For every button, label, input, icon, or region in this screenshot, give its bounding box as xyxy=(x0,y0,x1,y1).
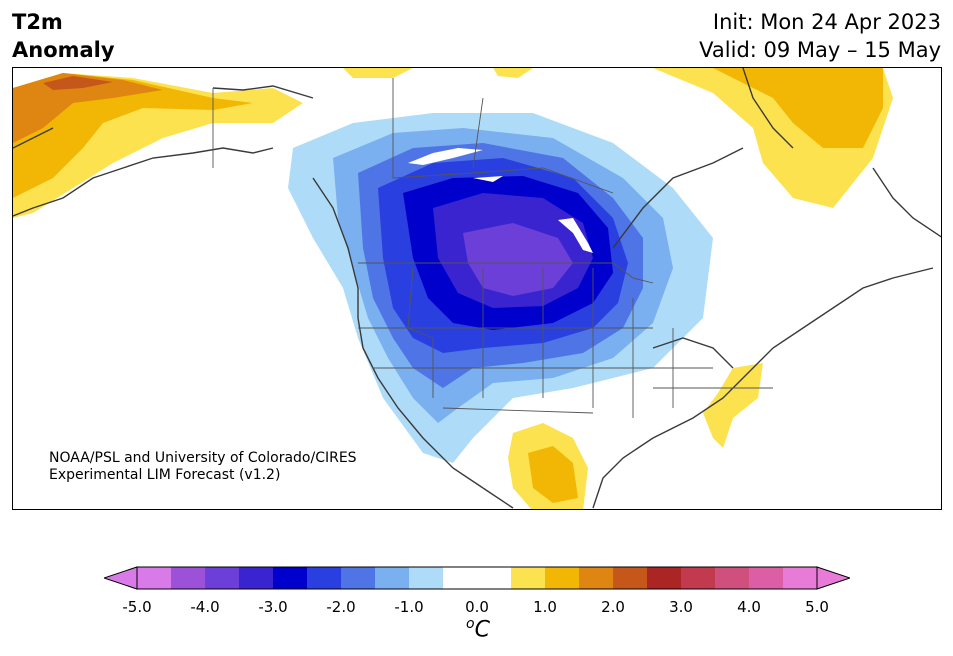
colorbar-tick: 1.0 xyxy=(533,598,557,616)
credit-line-2: Experimental LIM Forecast (v1.2) xyxy=(49,467,281,483)
variable-name: T2m xyxy=(12,10,63,34)
colorbar-segment xyxy=(579,567,614,589)
colorbar-tick: 0.0 xyxy=(465,598,489,616)
colorbar-segment xyxy=(477,567,512,589)
colorbar-segment xyxy=(409,567,444,589)
alaska-warm-core xyxy=(13,73,253,198)
colorbar-segment xyxy=(137,567,172,589)
colorbar-segment xyxy=(443,567,478,589)
degree-sign: o xyxy=(466,616,475,632)
greenland-warm-core xyxy=(713,68,883,148)
forecast-dates: Init: Mon 24 Apr 2023 Valid: 09 May – 15… xyxy=(699,8,941,64)
lake-winnipeg xyxy=(558,218,593,253)
attribution: NOAA/PSL and University of Colorado/CIRE… xyxy=(49,450,357,484)
lake-athabasca xyxy=(473,176,503,182)
great-slave-lake xyxy=(408,148,483,165)
init-date: Init: Mon 24 Apr 2023 xyxy=(712,10,941,34)
colorbar-segment xyxy=(749,567,784,589)
colorbar-tick: -4.0 xyxy=(190,598,220,616)
map-canvas xyxy=(13,68,941,509)
valid-range: Valid: 09 May – 15 May xyxy=(699,38,941,62)
colorbar-over-arrow xyxy=(816,566,850,590)
colorbar-tick: -2.0 xyxy=(326,598,356,616)
colorbar-tick: 5.0 xyxy=(805,598,829,616)
colorbar-segment xyxy=(341,567,376,589)
colorbar-segment xyxy=(647,567,682,589)
colorbar-tick: 3.0 xyxy=(669,598,693,616)
coastlines xyxy=(13,68,941,509)
anomaly-map xyxy=(12,67,942,510)
colorbar-tick-labels: -5.0 -4.0 -3.0 -2.0 -1.0 0.0 1.0 2.0 3.0 4.0 5.0 xyxy=(0,598,953,618)
colorbar-segment xyxy=(205,567,240,589)
mexico-warm-core xyxy=(528,446,578,503)
colorbar-under-arrow xyxy=(104,566,138,590)
unit-letter: C xyxy=(474,617,490,643)
colorbar-segment xyxy=(681,567,716,589)
florida-warm-anomaly xyxy=(703,363,763,448)
political-borders xyxy=(212,78,773,418)
colorbar-segment xyxy=(273,567,308,589)
colorbar xyxy=(104,566,850,590)
colorbar-unit: oC xyxy=(466,616,490,642)
colorbar-segment xyxy=(171,567,206,589)
colorbar-segment xyxy=(239,567,274,589)
colorbar-tick: -5.0 xyxy=(122,598,152,616)
colorbar-segment xyxy=(715,567,750,589)
colorbar-segment xyxy=(375,567,410,589)
arctic-warm-strip xyxy=(343,68,533,78)
colorbar-segment xyxy=(783,567,818,589)
colorbar-segment xyxy=(545,567,580,589)
colorbar-segment xyxy=(511,567,546,589)
map-title: T2m Anomaly xyxy=(12,8,115,64)
colorbar-tick: -3.0 xyxy=(258,598,288,616)
colorbar-tick: 2.0 xyxy=(601,598,625,616)
credit-line-1: NOAA/PSL and University of Colorado/CIRE… xyxy=(49,450,357,466)
colorbar-segment xyxy=(307,567,342,589)
colorbar-outline xyxy=(136,566,818,590)
colorbar-segment xyxy=(613,567,648,589)
colorbar-tick: -1.0 xyxy=(394,598,424,616)
alaska-warm-peak xyxy=(13,73,163,143)
variable-type: Anomaly xyxy=(12,38,115,62)
colorbar-tick: 4.0 xyxy=(737,598,761,616)
alaska-warm-max xyxy=(43,76,113,90)
cold-anomaly-7 xyxy=(463,223,573,296)
